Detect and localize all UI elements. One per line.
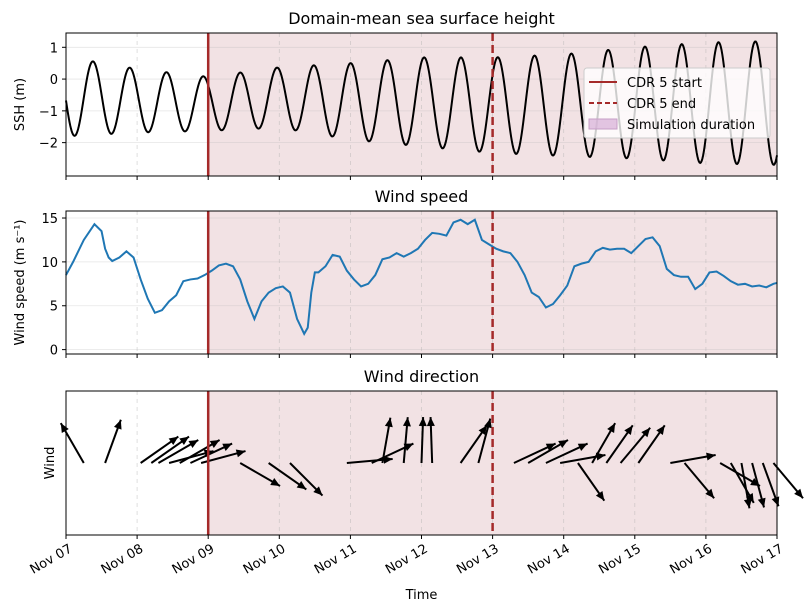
y-tick-label: 0 (50, 73, 58, 88)
y-tick-label: 10 (41, 256, 58, 271)
wind-arrow-head (222, 443, 233, 451)
wind-arrow-head (60, 423, 69, 433)
wind-arrow-head (209, 440, 220, 448)
ssh-y-ticks: 1 0 −1 −2 (39, 41, 66, 152)
y-tick-label: 0 (50, 344, 58, 359)
wind-arrow-head (313, 486, 323, 496)
wind-arrow-head (384, 417, 393, 428)
wind-speed-series-line (65, 218, 778, 336)
wind-arrow-head (168, 436, 179, 446)
wind-arrow-head (705, 488, 715, 499)
wind-arrow-head (624, 425, 633, 435)
wind-arrow-head (478, 425, 487, 435)
wind-arrow-head (558, 440, 568, 448)
ssh-title: Domain-mean sea surface height (288, 9, 555, 28)
legend-duration-label: Simulation duration (627, 118, 755, 133)
wind-arrow-head (757, 497, 766, 508)
y-tick-label: 15 (41, 212, 58, 227)
wind-arrow-head (402, 417, 411, 427)
wind-speed-x-ticks (65, 354, 778, 358)
y-tick-label: 5 (50, 300, 58, 315)
wind-speed-grid (65, 211, 778, 354)
wind-arrow-head (743, 498, 752, 509)
ssh-x-ticks (65, 176, 778, 180)
wind-arrow-head (745, 493, 754, 503)
wind-arrow-head (641, 427, 651, 438)
x-axis-label: Time (405, 588, 438, 603)
wind-arrow-head (595, 452, 606, 461)
wind-direction-y-label: Wind (43, 447, 58, 480)
wind-arrow-head (426, 417, 435, 427)
wind-arrow-head (484, 418, 492, 429)
ssh-y-label: SSH (m) (13, 78, 28, 131)
legend-end-label: CDR 5 end (627, 97, 696, 112)
legend-box (583, 67, 771, 139)
wind-speed-y-ticks: 15 10 5 0 (41, 212, 66, 359)
ssh-panel: 1 0 −1 −2 Domain-mean sea surface height SS… (13, 9, 778, 180)
wind-arrow-head (656, 425, 665, 435)
wind-direction-title: Wind direction (364, 367, 479, 386)
y-tick-label: −2 (39, 137, 58, 152)
wind-arrow-head (595, 491, 605, 501)
y-tick-label: −1 (39, 105, 58, 120)
wind-arrow-head (188, 440, 199, 448)
wind-direction-arrows (59, 416, 804, 509)
y-tick-label: 1 (50, 41, 58, 56)
legend-duration-swatch (588, 118, 618, 130)
wind-arrow-head (296, 480, 307, 490)
wind-arrow-head (235, 449, 246, 458)
wind-arrow-head (114, 419, 122, 430)
wind-arrow-head (794, 488, 804, 499)
wind-arrow-head (607, 423, 616, 433)
ssh-series-line (65, 40, 778, 166)
legend: CDR 5 start CDR 5 end Simulation duratio… (583, 67, 771, 139)
wind-arrow-head (706, 452, 716, 461)
wind-speed-y-label: Wind speed (m s⁻¹) (13, 220, 28, 346)
wind-arrow-head (545, 443, 556, 451)
wind-arrow-head (577, 443, 588, 451)
wind-arrow-head (179, 436, 190, 446)
wind-arrow-head (418, 417, 427, 427)
legend-start-label: CDR 5 start (627, 76, 702, 91)
wind-arrow-head (383, 455, 393, 464)
wind-arrow-head (270, 478, 281, 486)
wind-speed-panel: 15 10 5 0 Wind speed Wind speed (m s⁻¹) (13, 187, 778, 359)
wind-speed-title: Wind speed (375, 187, 469, 206)
